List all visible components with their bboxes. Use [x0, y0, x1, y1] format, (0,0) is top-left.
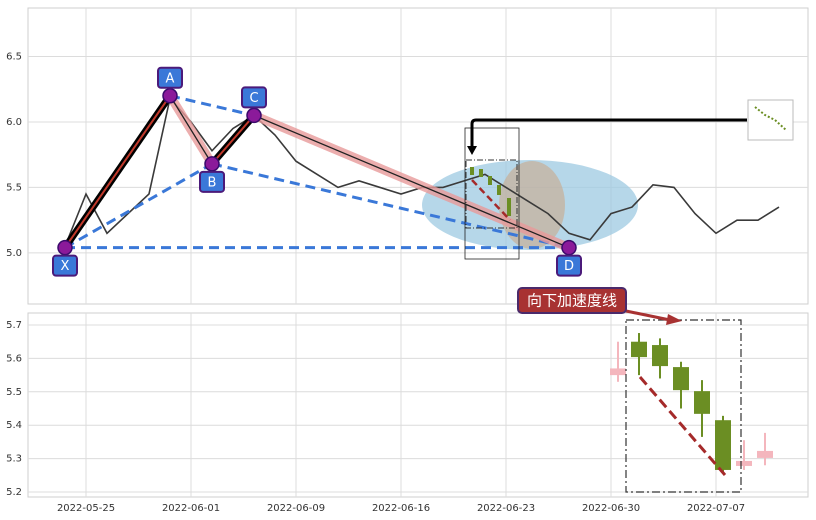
- pattern-label-box: [52, 254, 78, 277]
- pattern-leg-core: [253, 114, 570, 249]
- zoom-inset: [464, 99, 794, 260]
- annotation: 向下加速度线: [527, 292, 617, 310]
- x-tick-label: 2022-06-23: [477, 503, 535, 514]
- candle-body: [694, 391, 710, 414]
- grid: [28, 8, 808, 497]
- pattern-label: D: [564, 259, 574, 274]
- pattern-label: X: [61, 259, 70, 274]
- bottom-decor: [517, 287, 742, 493]
- y-tick-label: 5.6: [6, 353, 22, 364]
- x-tick-label: 2022-07-07: [687, 503, 745, 514]
- candle-body: [631, 341, 647, 358]
- pattern-diagonal: [169, 94, 255, 117]
- y-tick-label: 5.2: [6, 487, 22, 498]
- y-tick-label: 6.5: [6, 51, 22, 62]
- pattern-diagonal: [211, 162, 570, 250]
- pattern-point: [204, 156, 220, 172]
- pattern-label-box: [241, 86, 267, 109]
- y-tick-label: 5.3: [6, 454, 22, 465]
- candle-body: [757, 450, 773, 458]
- y-tick-label: 5.7: [6, 320, 22, 331]
- pattern-label-box: [157, 66, 183, 89]
- candle-body: [610, 368, 626, 376]
- y-tick-label: 5.5: [6, 182, 22, 193]
- pattern-leg-core: [64, 95, 171, 249]
- bottom-plot: [610, 333, 773, 474]
- pattern-point: [561, 239, 577, 256]
- x-tick-label: 2022-05-25: [57, 503, 115, 514]
- pattern-label: B: [208, 175, 217, 190]
- candle-body: [652, 345, 668, 367]
- candle-body: [715, 420, 731, 470]
- pattern-point: [246, 107, 262, 124]
- candle-body: [673, 367, 689, 391]
- pattern-label-box: [199, 170, 225, 193]
- pattern-label-box: [556, 254, 582, 277]
- y-tick-label: 5.4: [6, 420, 22, 431]
- pattern-diagonal: [64, 162, 213, 249]
- bottom-panel: [27, 312, 809, 498]
- pattern-point: [57, 239, 73, 256]
- top-plot: X A B C D: [52, 66, 780, 277]
- x-tick-label: 2022-06-30: [582, 503, 640, 514]
- pattern-leg-core: [211, 114, 255, 165]
- top-panel: [27, 7, 809, 305]
- x-tick-label: 2022-06-09: [267, 503, 325, 514]
- pattern-point: [162, 88, 178, 104]
- y-tick-label: 6.0: [6, 117, 22, 128]
- x-tick-label: 2022-06-01: [162, 503, 220, 514]
- y-tick-label: 5.5: [6, 387, 22, 398]
- x-tick-label: 2022-06-16: [372, 503, 430, 514]
- pattern-leg-core: [169, 95, 213, 165]
- candle-body: [736, 460, 752, 466]
- pattern-label: C: [249, 91, 258, 106]
- y-tick-label: 5.0: [6, 248, 22, 259]
- pattern-label: A: [166, 71, 175, 86]
